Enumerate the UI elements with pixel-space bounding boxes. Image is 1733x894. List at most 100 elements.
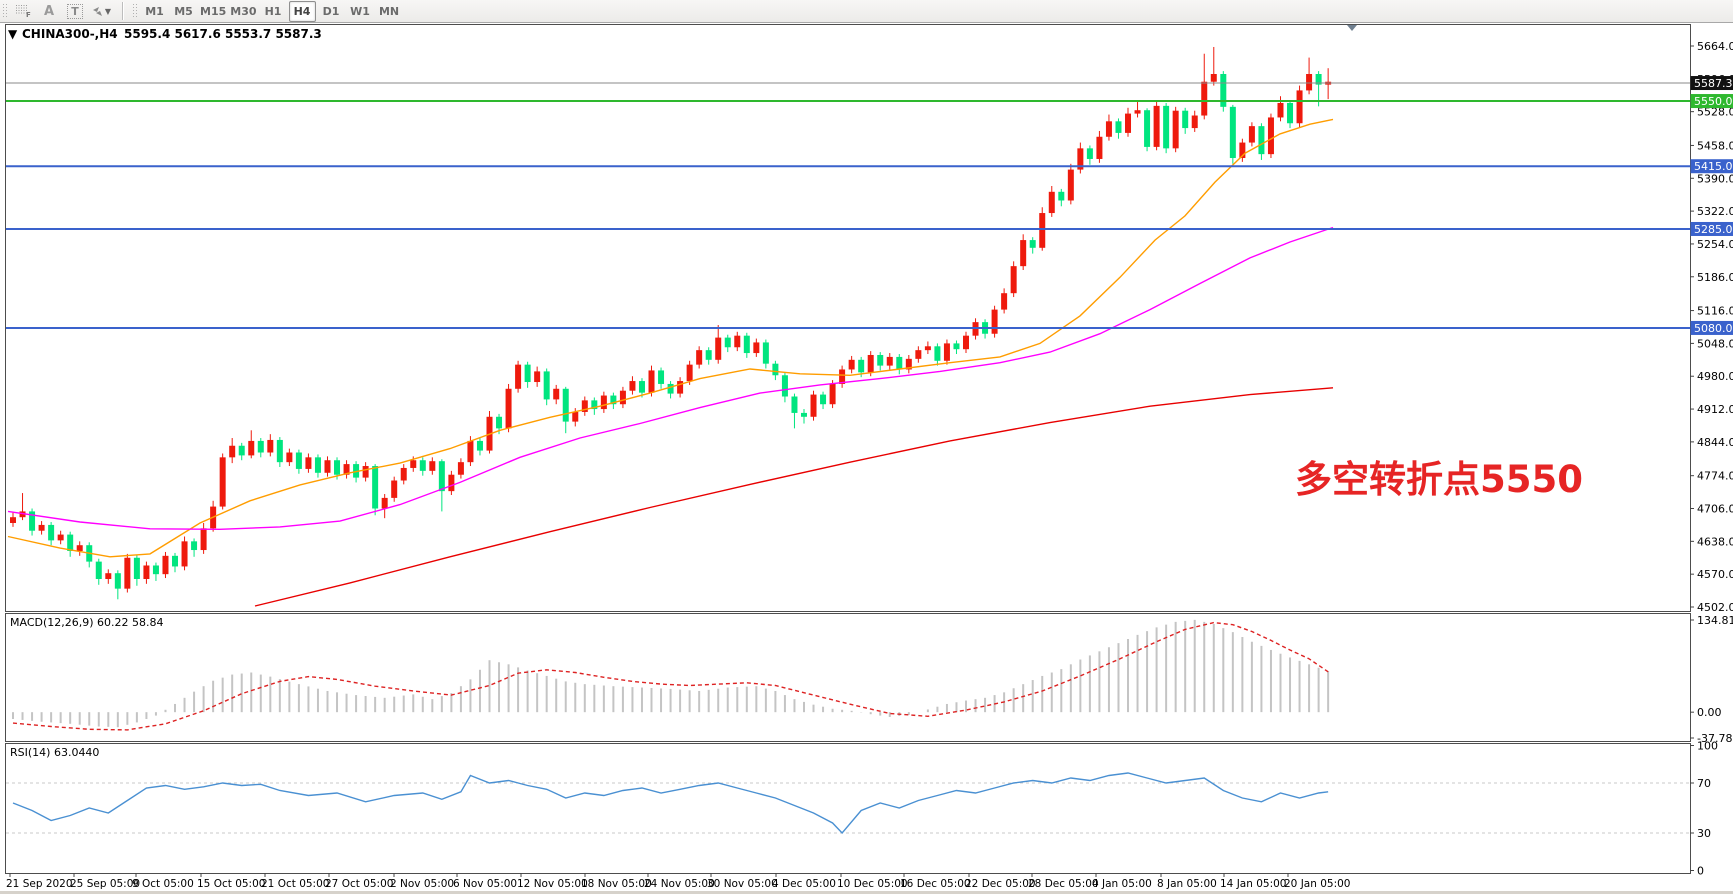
candle-up [343, 464, 350, 475]
window-bottom-edge [0, 891, 1733, 894]
time-label: 22 Dec 05:00 [965, 878, 1036, 890]
candle-up [1210, 74, 1217, 82]
timeframe-button-w1[interactable]: W1 [350, 4, 370, 18]
chart-title: CHINA300-,H4 [22, 27, 118, 41]
candle-up [267, 439, 274, 453]
dotted-grid-f-icon[interactable]: F [10, 1, 36, 21]
candle-down [781, 375, 788, 397]
candle-up [1039, 213, 1046, 248]
macd-panel[interactable] [5, 613, 1691, 742]
rsi-line[interactable] [12, 772, 1329, 835]
chart-shift-marker[interactable] [1347, 25, 1357, 31]
candle-up [715, 337, 722, 360]
timeframe-button-m15[interactable]: M15 [200, 4, 227, 18]
macd-signal-line[interactable] [12, 621, 1329, 731]
candle-down [1220, 74, 1227, 107]
support-line-5080-badge-label: 5080.0 [1694, 322, 1733, 335]
text-tool-icon[interactable]: T [62, 1, 88, 21]
candle-up [1105, 121, 1112, 137]
candle-up [324, 460, 331, 473]
candle-up [1077, 148, 1084, 170]
rsi-tick-label: 100 [1697, 740, 1718, 753]
macd-histogram [12, 619, 1330, 728]
candle-down [800, 412, 807, 417]
candle-down [29, 511, 36, 531]
symbol-dropdown-marker[interactable]: ▼ [8, 27, 18, 41]
candle-down [353, 464, 360, 478]
candle-down [858, 359, 865, 373]
candle-up [848, 359, 855, 370]
macd-tick-label: 134.81 [1697, 614, 1733, 627]
candle-down [1182, 110, 1189, 129]
ma-fast-line[interactable] [7, 118, 1334, 558]
candle-up [867, 354, 874, 373]
candle-up [1067, 169, 1074, 201]
font-a-icon[interactable]: A [43, 3, 55, 19]
support-line-5285-badge [1690, 221, 1733, 236]
candle-up [76, 545, 83, 551]
ma-slow-line[interactable] [254, 387, 1334, 607]
candle-up [400, 467, 407, 481]
candle-down [667, 383, 674, 394]
candle-down [133, 557, 140, 579]
timeframe-button-m5[interactable]: M5 [174, 4, 193, 18]
candle-down [295, 452, 302, 469]
arrows-tool-icon[interactable]: ▼ [88, 1, 114, 21]
candle-up [362, 466, 369, 478]
main-panel[interactable] [5, 24, 1691, 612]
candle-down [1229, 106, 1236, 159]
candle-down [524, 364, 531, 383]
price-tick-label: 4912.0 [1697, 403, 1733, 416]
candle-up [1172, 110, 1179, 149]
candle-up [10, 517, 16, 523]
candle-down [372, 466, 379, 509]
time-label: 6 Nov 05:00 [453, 878, 517, 890]
candle-down [1115, 121, 1122, 133]
candle-down [543, 371, 550, 400]
dropdown-caret-icon[interactable]: ▼ [104, 6, 112, 16]
ma-mid-line[interactable] [7, 226, 1334, 531]
toolbar-grip[interactable] [2, 3, 7, 19]
candle-up [229, 445, 236, 458]
timeframe-button-m30[interactable]: M30 [230, 4, 257, 18]
price-tick-label: 4706.0 [1697, 503, 1733, 516]
candle-down [791, 396, 798, 413]
chart-ohlc-values: 5595.4 5617.6 5553.7 5587.3 [124, 27, 322, 41]
candle-up [1191, 115, 1198, 129]
candle-down [1287, 102, 1294, 124]
timeframe-button-m1[interactable]: M1 [145, 4, 164, 18]
time-label: 27 Oct 05:00 [325, 878, 393, 890]
candle-down [95, 561, 102, 579]
candle-up [829, 383, 836, 405]
candle-up [515, 364, 522, 389]
candle-up [696, 350, 703, 365]
candle-up [915, 350, 922, 359]
timeframe-button-h4[interactable]: H4 [288, 0, 316, 22]
candle-up [1020, 240, 1027, 267]
timeframe-grip[interactable] [132, 3, 137, 19]
candle-up [19, 511, 26, 518]
time-label: 18 Nov 05:00 [581, 878, 652, 890]
candle-down [820, 394, 827, 405]
turning-point-line-5550-badge-label: 5550.0 [1694, 95, 1733, 108]
candle-down [610, 395, 617, 405]
candle-down [1058, 191, 1065, 201]
candle-down [1315, 74, 1322, 85]
time-label: 2 Nov 05:00 [390, 878, 454, 890]
candle-up [686, 364, 693, 382]
price-tick-label: 4980.0 [1697, 370, 1733, 383]
candle-up [629, 381, 636, 391]
candle-up [1134, 110, 1141, 114]
time-label: 20 Jan 05:00 [1284, 878, 1350, 890]
candle-up [457, 462, 464, 475]
candle-up [1048, 191, 1055, 214]
timeframe-button-mn[interactable]: MN [378, 4, 400, 18]
candle-up [391, 480, 398, 498]
candle-up [248, 440, 255, 456]
timeframe-button-d1[interactable]: D1 [322, 4, 340, 18]
candle-down [1086, 148, 1093, 159]
timeframe-button-h1[interactable]: H1 [264, 4, 282, 18]
rsi-panel[interactable] [5, 743, 1691, 874]
dotted-grid-glyph: F [16, 5, 31, 18]
